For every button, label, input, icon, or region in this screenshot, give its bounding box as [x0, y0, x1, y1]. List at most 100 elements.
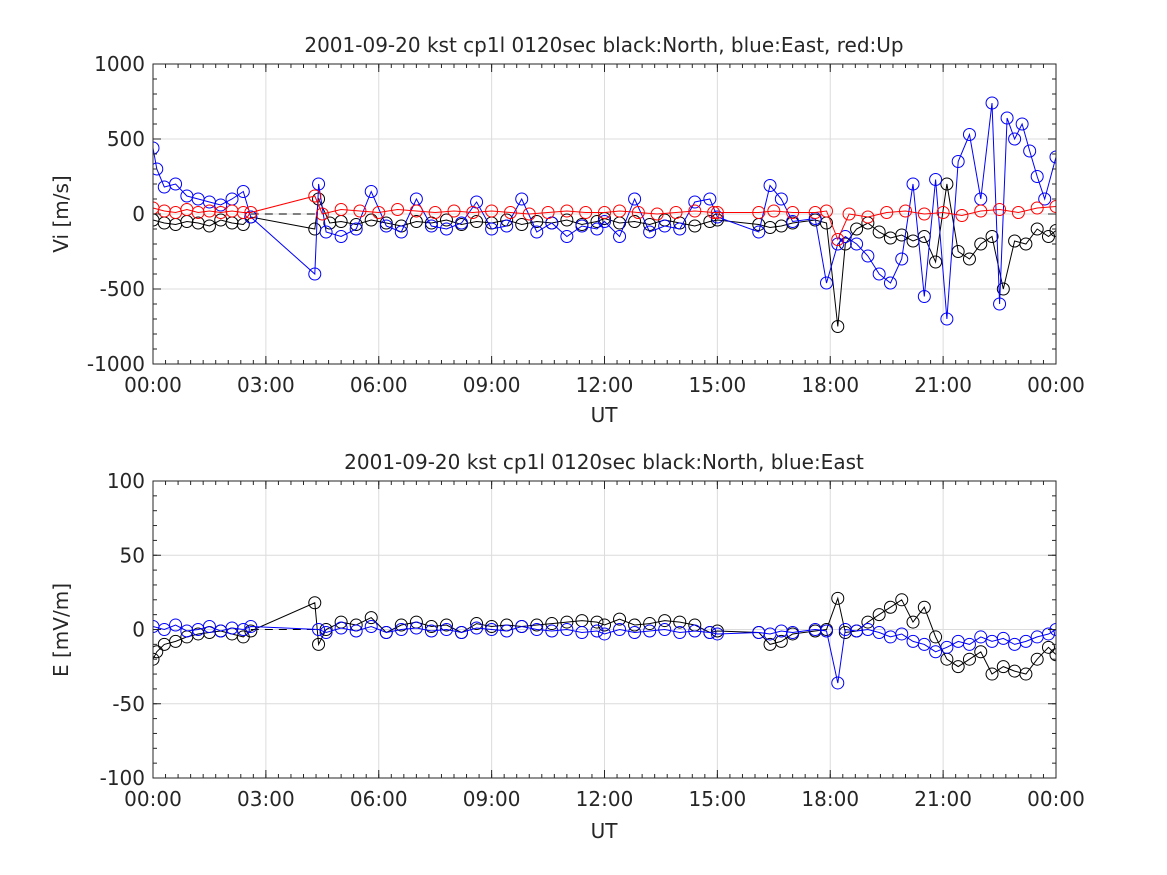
data-point-north [861, 615, 875, 629]
data-point-east [786, 625, 800, 639]
data-point-east [883, 276, 897, 290]
data-point-up [598, 206, 611, 219]
data-point-east [895, 627, 909, 641]
data-point-up [428, 206, 442, 219]
data-point-up [391, 203, 405, 216]
data-point-east [688, 195, 702, 209]
data-point-east [225, 621, 239, 635]
data-point-east [752, 625, 766, 639]
y-tick-label: 0 [132, 202, 145, 226]
data-point-east [334, 621, 348, 635]
efield-grid [152, 480, 1057, 779]
data-point-north [470, 617, 484, 631]
data-point-north [673, 615, 687, 629]
y-tick-label: -100 [100, 766, 145, 790]
data-point-east [500, 624, 514, 638]
data-point-east [774, 624, 788, 638]
data-point-east [951, 155, 965, 168]
data-point-up [485, 204, 499, 218]
series-north [153, 177, 1056, 333]
data-point-east [515, 620, 529, 634]
data-point-north [364, 213, 378, 227]
data-point-east [153, 141, 160, 155]
data-point-up [688, 204, 702, 218]
data-point-east [985, 96, 999, 110]
data-point-north [1030, 222, 1044, 236]
data-point-east [1019, 634, 1033, 648]
data-point-east [515, 192, 529, 206]
x-tick-label: 00:00 [124, 373, 182, 397]
data-point-east [940, 312, 954, 326]
data-point-east [379, 219, 393, 233]
y-tick-label: -1000 [87, 352, 145, 376]
data-point-up [308, 189, 322, 203]
data-point-east [180, 624, 194, 638]
data-point-east [1023, 144, 1037, 158]
x-tick-label: 21:00 [914, 787, 972, 811]
data-point-north [985, 667, 999, 681]
data-point-east [485, 623, 499, 636]
data-point-north [530, 215, 544, 228]
data-point-east [575, 219, 589, 233]
x-tick-label: 00:00 [124, 787, 182, 811]
data-point-east [710, 627, 724, 641]
data-point-east [590, 222, 604, 236]
data-point-north [895, 593, 909, 607]
data-point-east [409, 621, 423, 635]
velocity-chart-title: 2001-09-20 kst cp1l 0120sec black:North,… [304, 33, 903, 57]
data-point-east [872, 625, 886, 639]
data-point-north [424, 620, 438, 634]
data-point-east [1000, 111, 1014, 125]
data-point-east [312, 623, 326, 636]
data-point-east [500, 219, 514, 233]
data-point-east [808, 623, 822, 636]
data-point-east [643, 225, 657, 239]
data-point-north [929, 630, 943, 644]
efield-ticks: 00:00 03:00 06:00 09:00 12:00 15:00 18:00 21:00… [100, 469, 1085, 811]
data-point-east [470, 621, 484, 635]
data-point-east [703, 625, 717, 639]
data-point-north [1049, 648, 1056, 662]
data-point-east [560, 230, 574, 243]
data-point-east [236, 185, 250, 198]
data-point-up [993, 203, 1007, 216]
data-point-north [379, 216, 393, 230]
data-point-north [895, 228, 909, 242]
data-point-up [214, 206, 228, 219]
x-tick-label: 03:00 [237, 373, 295, 397]
data-point-up [707, 206, 721, 219]
data-point-east [439, 222, 453, 236]
data-point-east [1038, 192, 1052, 206]
data-point-north [872, 225, 886, 239]
data-point-east [545, 624, 559, 638]
data-point-north [658, 614, 672, 628]
series-line-up [153, 195, 1056, 241]
data-point-east [929, 173, 943, 186]
data-point-east [929, 645, 943, 659]
data-point-north [906, 615, 920, 629]
series-line-east [153, 624, 1056, 684]
data-point-north [590, 215, 604, 228]
data-point-east [530, 225, 544, 239]
data-point-north [872, 608, 886, 622]
data-point-north [153, 652, 160, 666]
data-point-east [628, 192, 642, 206]
data-point-up [861, 210, 875, 224]
data-point-east [319, 225, 333, 239]
data-point-north [515, 218, 529, 231]
data-point-east [831, 237, 845, 251]
data-point-north [364, 611, 378, 625]
data-point-east [819, 624, 833, 638]
data-point-north [831, 591, 845, 605]
data-point-east [673, 222, 687, 236]
data-point-east [861, 249, 875, 263]
data-point-north [613, 612, 627, 626]
data-point-up [447, 204, 461, 218]
data-point-north [560, 615, 574, 629]
data-point-north [962, 652, 976, 666]
data-point-north [962, 252, 976, 266]
data-point-up [541, 206, 555, 219]
data-point-up [974, 204, 988, 218]
data-point-north [703, 215, 717, 228]
